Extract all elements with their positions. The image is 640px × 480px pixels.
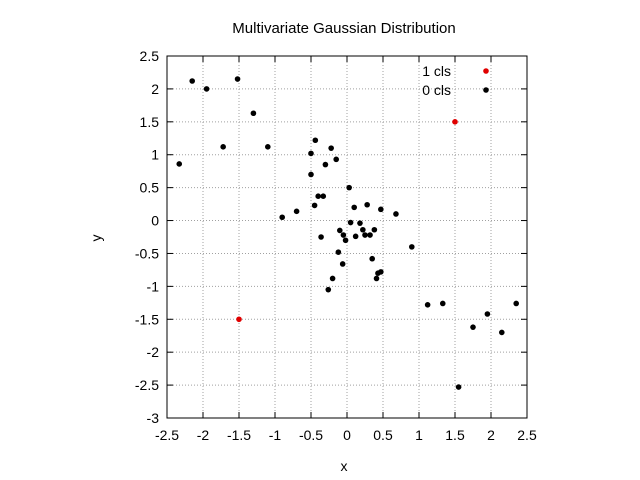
grid-lines: [167, 56, 527, 418]
point-0-cls: [325, 286, 332, 293]
data-points: [176, 76, 519, 390]
y-axis-label: y: [88, 235, 104, 242]
point-0-cls: [357, 220, 363, 226]
axis-ticks: [166, 55, 528, 419]
y-tick-label: 2.5: [140, 48, 160, 64]
point-0-cls: [371, 226, 378, 233]
y-tick-label: 1.5: [140, 114, 160, 130]
point-0-cls: [369, 255, 376, 262]
point-0-cls: [312, 137, 319, 144]
x-tick-label: 0: [343, 427, 351, 443]
y-tick-label: -1.5: [135, 311, 159, 327]
x-tick-label: 0.5: [373, 427, 393, 443]
point-0-cls: [340, 232, 347, 238]
x-tick-label: 1.5: [445, 427, 465, 443]
point-0-cls: [393, 211, 399, 217]
point-0-cls: [470, 324, 476, 330]
point-0-cls: [308, 150, 314, 157]
y-tick-label: -1: [147, 278, 160, 294]
point-0-cls: [352, 233, 359, 240]
x-tick-label: -1.5: [227, 427, 251, 443]
point-0-cls: [293, 208, 300, 215]
point-0-cls: [250, 110, 257, 117]
point-0-cls: [318, 234, 324, 240]
point-1-cls: [452, 119, 458, 125]
point-0-cls: [499, 329, 505, 336]
x-tick-label: 2.5: [517, 427, 537, 443]
point-0-cls: [360, 226, 366, 233]
point-0-cls: [439, 300, 446, 307]
y-tick-label: 0: [151, 213, 159, 229]
x-tick-label: -0.5: [299, 427, 323, 443]
point-0-cls: [234, 76, 241, 82]
point-0-cls: [189, 78, 195, 84]
y-tick-label: -0.5: [135, 245, 159, 261]
point-0-cls: [424, 301, 431, 308]
point-0-cls: [308, 171, 314, 178]
point-0-cls: [484, 311, 491, 317]
x-axis-label: x: [341, 458, 348, 474]
legend-marker-1-cls: [483, 68, 489, 74]
point-0-cls: [328, 145, 334, 151]
point-0-cls: [320, 193, 327, 199]
point-0-cls: [362, 232, 368, 238]
point-0-cls: [339, 261, 346, 267]
legend: 1 cls 0 cls: [422, 63, 489, 98]
x-tick-label: -2.5: [155, 427, 179, 443]
point-0-cls: [455, 384, 462, 390]
point-0-cls: [220, 144, 226, 150]
x-tick-label: 1: [415, 427, 423, 443]
point-0-cls: [311, 202, 318, 209]
legend-marker-0-cls: [483, 87, 489, 93]
point-0-cls: [329, 275, 336, 282]
y-tick-label: -2.5: [135, 377, 159, 393]
point-0-cls: [203, 86, 210, 92]
point-0-cls: [346, 184, 352, 191]
point-0-cls: [335, 249, 342, 255]
point-0-cls: [351, 204, 358, 211]
y-tick-label: -3: [147, 410, 160, 426]
point-0-cls: [333, 156, 340, 163]
point-0-cls: [367, 232, 373, 238]
legend-label-1-cls: 1 cls: [422, 63, 451, 79]
axis-tick-labels: -2.5 -2 -1.5 -1 -0.5 0 0.5 1 1.5 2 2.5-3-2.5-2-1.5…: [135, 48, 537, 443]
point-0-cls: [513, 300, 519, 307]
y-tick-label: 1: [151, 147, 159, 163]
y-tick-label: 0.5: [140, 180, 160, 196]
point-0-cls: [378, 206, 384, 213]
point-0-cls: [337, 227, 343, 234]
x-tick-label: -1: [269, 427, 282, 443]
y-tick-label: -2: [147, 344, 160, 360]
y-tick-label: 2: [151, 81, 159, 97]
point-0-cls: [342, 237, 349, 244]
point-0-cls: [279, 214, 286, 221]
x-tick-label: 2: [487, 427, 495, 443]
chart-title: Multivariate Gaussian Distribution: [232, 20, 455, 37]
point-0-cls: [373, 275, 380, 282]
point-0-cls: [409, 244, 415, 250]
x-tick-label: -2: [197, 427, 210, 443]
point-0-cls: [315, 193, 322, 199]
point-0-cls: [322, 161, 329, 168]
point-0-cls: [364, 201, 370, 208]
point-0-cls: [176, 161, 183, 167]
point-0-cls: [265, 144, 271, 150]
legend-label-0-cls: 0 cls: [422, 82, 451, 98]
point-0-cls: [347, 219, 354, 226]
point-1-cls: [236, 316, 242, 323]
point-0-cls: [378, 269, 384, 275]
